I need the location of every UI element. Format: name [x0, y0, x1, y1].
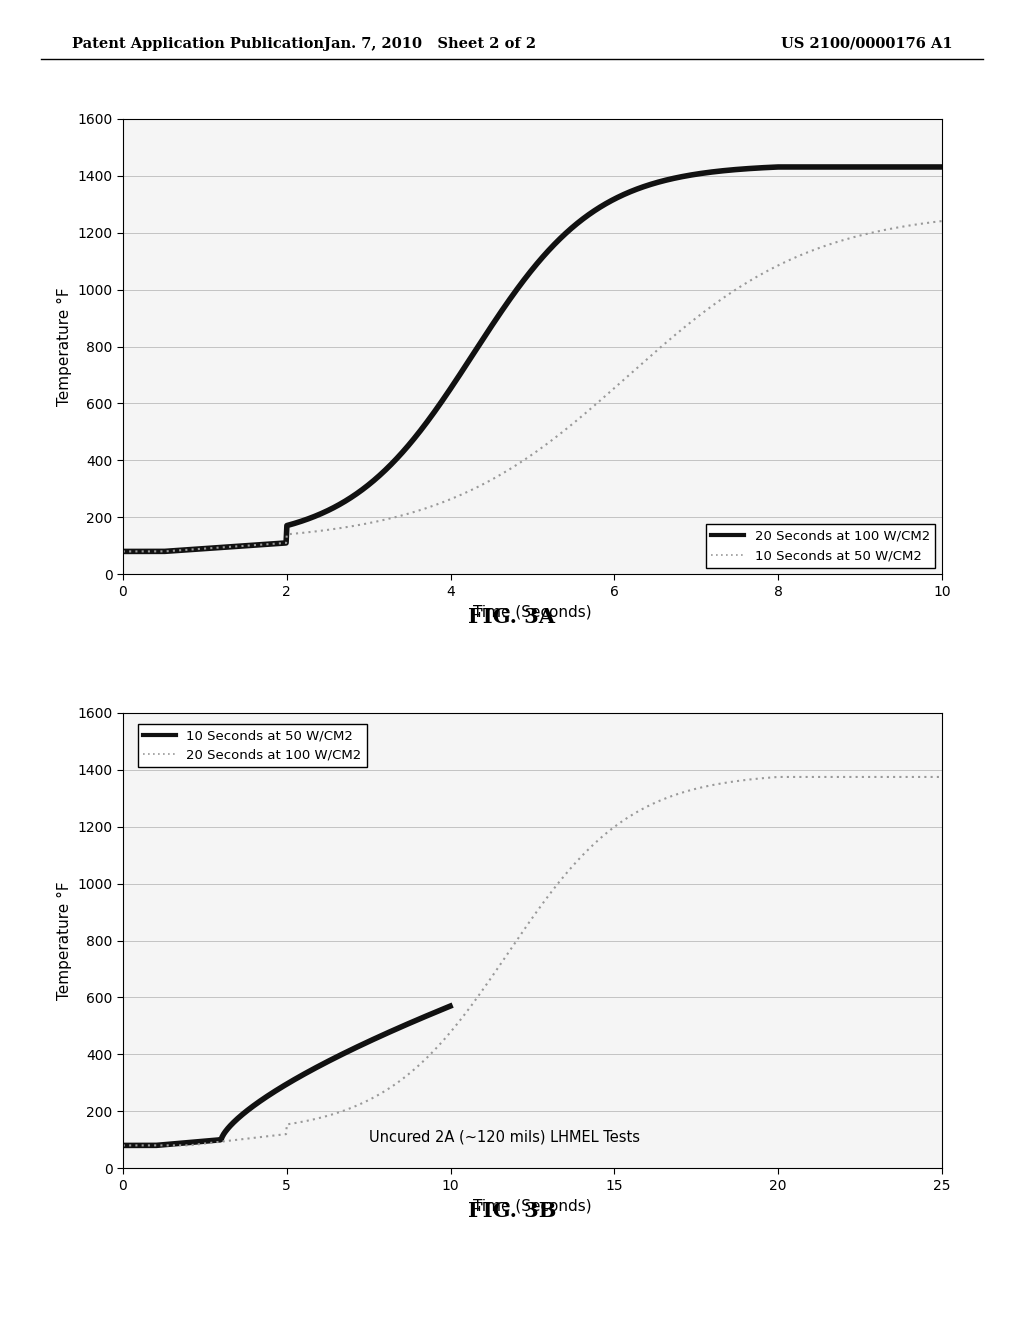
Text: FIG. 3A: FIG. 3A [469, 607, 555, 627]
Text: US 2100/0000176 A1: US 2100/0000176 A1 [780, 37, 952, 51]
Y-axis label: Temperature °F: Temperature °F [56, 288, 72, 405]
Legend: 20 Seconds at 100 W/CM2, 10 Seconds at 50 W/CM2: 20 Seconds at 100 W/CM2, 10 Seconds at 5… [707, 524, 936, 568]
Y-axis label: Temperature °F: Temperature °F [56, 882, 72, 999]
Legend: 10 Seconds at 50 W/CM2, 20 Seconds at 100 W/CM2: 10 Seconds at 50 W/CM2, 20 Seconds at 10… [137, 723, 367, 767]
Text: Uncured 2A (∼120 mils) LHMEL Tests: Uncured 2A (∼120 mils) LHMEL Tests [369, 1129, 640, 1144]
Text: Patent Application Publication: Patent Application Publication [72, 37, 324, 51]
Text: Jan. 7, 2010   Sheet 2 of 2: Jan. 7, 2010 Sheet 2 of 2 [324, 37, 537, 51]
X-axis label: Time (Seconds): Time (Seconds) [473, 605, 592, 619]
Text: FIG. 3B: FIG. 3B [468, 1201, 556, 1221]
X-axis label: Time (Seconds): Time (Seconds) [473, 1199, 592, 1213]
